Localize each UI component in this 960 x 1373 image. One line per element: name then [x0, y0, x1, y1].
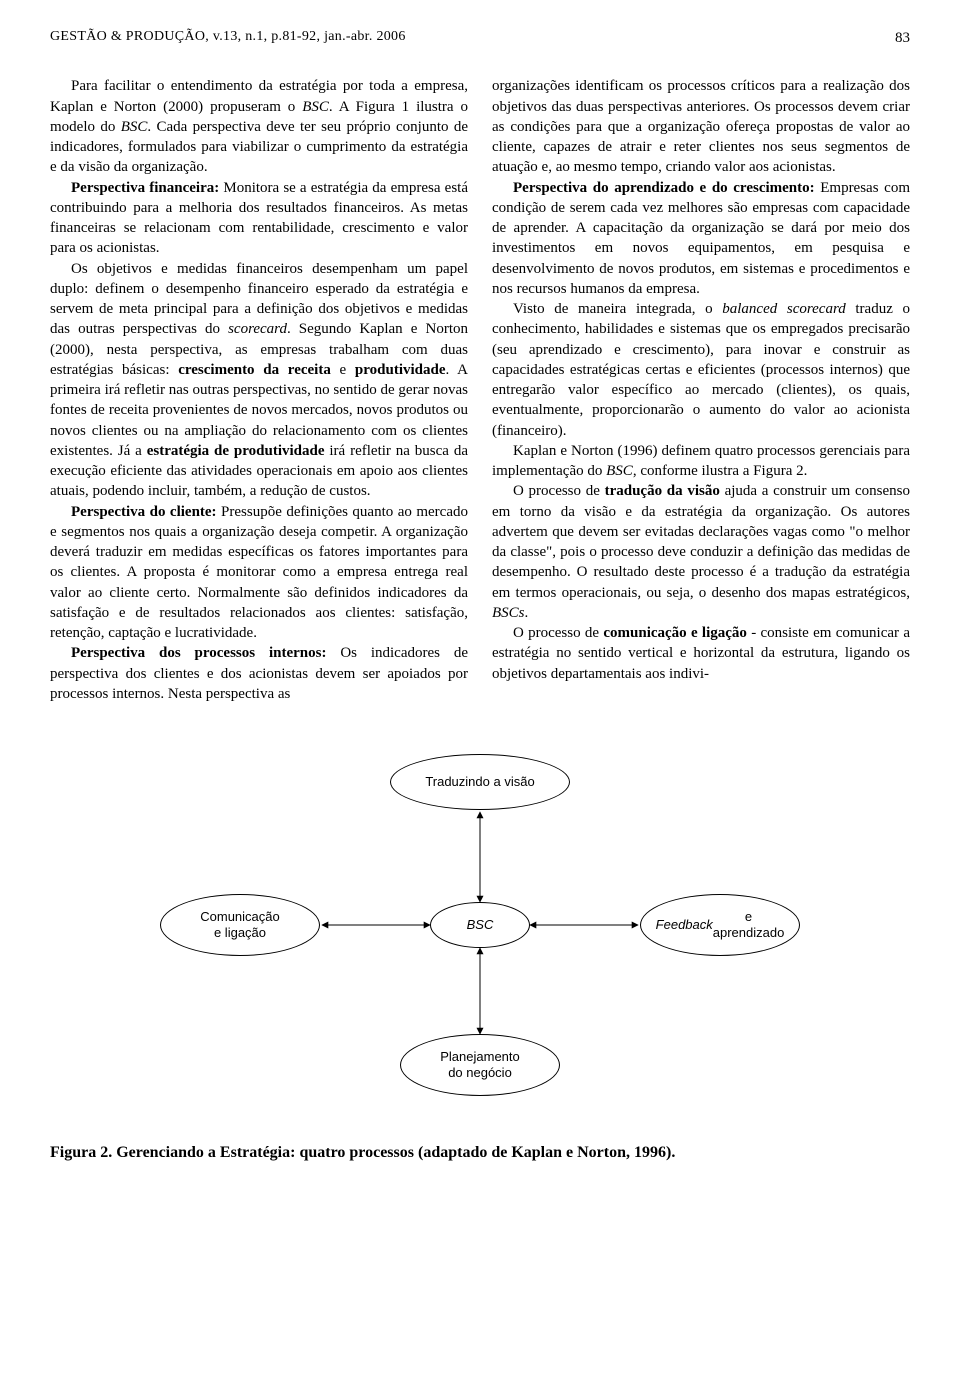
node-traduzindo-visao: Traduzindo a visão: [390, 754, 570, 810]
node-planejamento-negocio: Planejamentodo negócio: [400, 1034, 560, 1096]
right-column: organizações identificam os processos cr…: [492, 76, 910, 704]
para: organizações identificam os processos cr…: [492, 76, 910, 177]
para: O processo de tradução da visão ajuda a …: [492, 481, 910, 623]
para: Os objetivos e medidas financeiros desem…: [50, 259, 468, 502]
left-column: Para facilitar o entendimento da estraté…: [50, 76, 468, 704]
para: Perspectiva do cliente: Pressupõe defini…: [50, 502, 468, 644]
para: Perspectiva dos processos internos: Os i…: [50, 643, 468, 704]
figure-2-caption: Figura 2. Gerenciando a Estratégia: quat…: [50, 1142, 910, 1164]
page-number: 83: [895, 28, 910, 48]
node-comunicacao-ligacao: Comunicaçãoe ligação: [160, 894, 320, 956]
node-feedback-aprendizado: Feedback eaprendizado: [640, 894, 800, 956]
para: Perspectiva financeira: Monitora se a es…: [50, 178, 468, 259]
para: Perspectiva do aprendizado e do crescime…: [492, 178, 910, 300]
para: Visto de maneira integrada, o balanced s…: [492, 299, 910, 441]
node-bsc: BSC: [430, 902, 530, 948]
figure-2-diagram: Traduzindo a visão Comunicaçãoe ligação …: [50, 754, 910, 1124]
para: Kaplan e Norton (1996) definem quatro pr…: [492, 441, 910, 482]
journal-ref: GESTÃO & PRODUÇÃO, v.13, n.1, p.81-92, j…: [50, 28, 406, 48]
page-header: GESTÃO & PRODUÇÃO, v.13, n.1, p.81-92, j…: [50, 28, 910, 48]
para: Para facilitar o entendimento da estraté…: [50, 76, 468, 177]
para: O processo de comunicação e ligação - co…: [492, 623, 910, 684]
two-column-body: Para facilitar o entendimento da estraté…: [50, 76, 910, 704]
